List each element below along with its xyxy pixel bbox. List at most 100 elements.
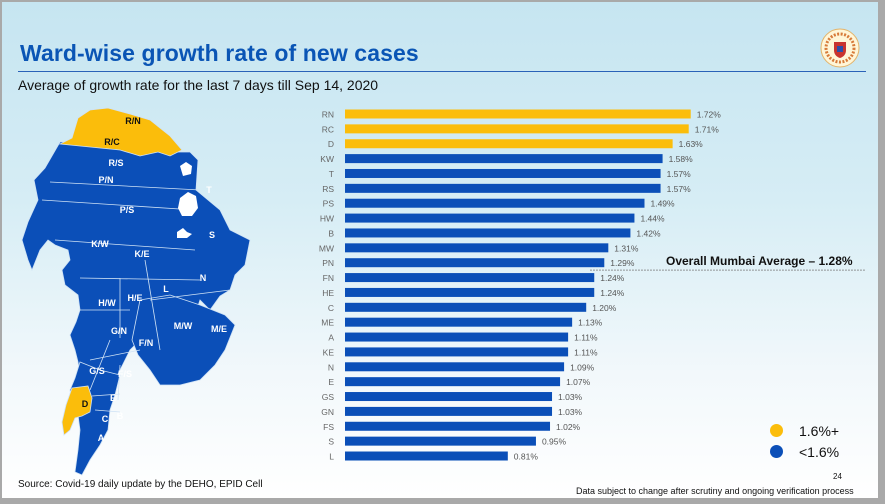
bar <box>345 228 631 238</box>
category-label: PS <box>323 199 335 209</box>
value-label: 0.81% <box>514 452 539 462</box>
growth-rate-bar-chart: RN 1.72% RC 1.71% D 1.63% KW 1.58% T 1.57% RS 1.57%… <box>319 109 866 462</box>
bar <box>345 258 605 268</box>
category-label: B <box>328 228 334 238</box>
category-label: C <box>328 303 334 313</box>
ward-label: R/N <box>125 116 141 126</box>
legend-label-high: 1.6%+ <box>799 422 840 439</box>
ward-label: L <box>163 284 169 294</box>
legend-swatch-low <box>770 445 783 458</box>
ward-label: F/N <box>139 338 154 348</box>
category-label: ME <box>321 318 334 328</box>
bar <box>345 406 553 416</box>
value-label: 1.09% <box>570 362 595 372</box>
bar <box>345 392 553 402</box>
category-label: RC <box>322 124 334 134</box>
bar <box>345 109 691 119</box>
category-label: MW <box>319 243 334 253</box>
bar <box>345 302 587 312</box>
page-number: 24 <box>833 472 842 481</box>
ward-label: S <box>209 230 215 240</box>
bar <box>345 124 689 134</box>
source-note: Source: Covid-19 daily update by the DEH… <box>18 479 263 490</box>
ward-label: H/W <box>98 298 116 308</box>
ward-label: A <box>98 433 105 443</box>
category-label: KW <box>320 154 334 164</box>
value-label: 1.11% <box>574 333 598 343</box>
bar <box>345 139 673 149</box>
average-label: Overall Mumbai Average – 1.28% <box>666 254 853 268</box>
value-label: 1.57% <box>667 169 692 179</box>
bar <box>345 377 561 387</box>
value-label: 1.13% <box>578 318 603 328</box>
category-label: N <box>328 362 334 372</box>
ward-label: G/N <box>111 326 127 336</box>
ward-label: G/S <box>89 366 105 376</box>
category-label: FN <box>323 273 334 283</box>
ward-region-east <box>131 294 236 386</box>
value-label: 1.07% <box>566 377 591 387</box>
bar <box>345 183 661 193</box>
value-label: 1.42% <box>636 228 661 238</box>
ward-label: P/N <box>98 175 113 185</box>
category-label: PN <box>322 258 334 268</box>
ward-label: H/E <box>127 293 142 303</box>
category-label: E <box>328 377 334 387</box>
legend: 1.6%+ <1.6% <box>770 420 839 462</box>
bar <box>345 168 661 178</box>
value-label: 1.29% <box>610 258 635 268</box>
value-label: 1.24% <box>600 288 625 298</box>
ward-label: D <box>82 399 89 409</box>
bar <box>345 243 609 253</box>
ward-label: B <box>117 411 124 421</box>
value-label: 1.49% <box>650 199 675 209</box>
category-label: GS <box>322 392 335 402</box>
value-label: 1.11% <box>574 347 598 357</box>
category-label: L <box>329 452 334 462</box>
bar <box>345 198 645 208</box>
ward-r-n-r-c <box>58 107 183 157</box>
ward-label: K/E <box>134 249 149 259</box>
ward-label: T <box>206 185 212 195</box>
municipal-corporation-seal-icon <box>820 28 860 68</box>
ward-label: R/S <box>108 158 123 168</box>
value-label: 1.63% <box>679 139 704 149</box>
bar <box>345 273 595 283</box>
ward-label: M/E <box>211 324 227 334</box>
category-label: RN <box>322 110 334 120</box>
legend-item-low: <1.6% <box>770 441 839 462</box>
ward-label: M/W <box>174 321 193 331</box>
legend-swatch-high <box>770 424 783 437</box>
ward-label: F/S <box>118 369 132 379</box>
value-label: 1.24% <box>600 273 625 283</box>
category-label: GN <box>321 407 334 417</box>
value-label: 1.57% <box>667 184 692 194</box>
value-label: 1.03% <box>558 407 583 417</box>
ward-map: R/N R/C R/S P/N P/S T S K/W K/E N L H/W … <box>21 107 251 476</box>
slide-subtitle: Average of growth rate for the last 7 da… <box>18 77 379 93</box>
slide-title: Ward-wise growth rate of new cases <box>20 40 419 66</box>
slide: Ward-wise growth rate of new cases Avera… <box>2 2 878 498</box>
category-label: S <box>328 437 334 447</box>
value-label: 1.71% <box>695 124 720 134</box>
value-label: 1.44% <box>640 214 665 224</box>
ward-label: P/S <box>120 205 135 215</box>
ward-label: E <box>110 393 116 403</box>
ward-label: C <box>102 414 109 424</box>
category-label: HW <box>320 214 334 224</box>
category-label: T <box>329 169 334 179</box>
category-label: KE <box>323 347 335 357</box>
ward-d <box>61 385 93 436</box>
value-label: 1.20% <box>592 303 617 313</box>
category-label: D <box>328 139 334 149</box>
title-divider <box>18 71 866 72</box>
bar <box>345 451 508 461</box>
legend-label-low: <1.6% <box>799 443 840 460</box>
legend-item-high: 1.6%+ <box>770 420 839 441</box>
value-label: 1.02% <box>556 422 581 432</box>
value-label: 1.72% <box>697 110 722 120</box>
bar <box>345 421 551 431</box>
bar <box>345 347 569 357</box>
bar <box>345 362 565 372</box>
category-label: FS <box>323 422 334 432</box>
